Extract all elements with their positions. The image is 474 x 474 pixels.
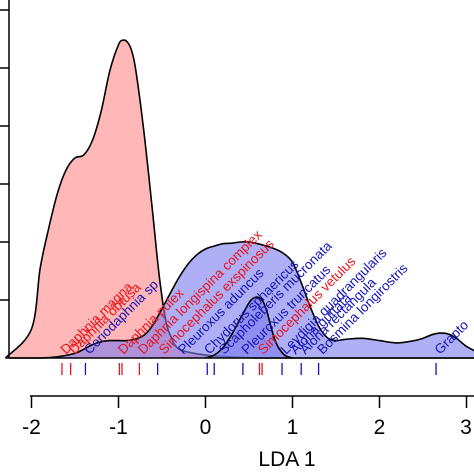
x-tick-label: -1 [109,416,128,439]
density-outline-2 [205,296,293,359]
x-tick-label: 2 [374,416,386,439]
y-axis-ticks [0,9,9,301]
rug-marks [61,363,437,375]
x-axis-ticks: -2 -1 0 1 2 3 [22,396,472,439]
x-axis-title: LDA 1 [258,448,315,471]
density-areas [4,39,474,359]
x-tick-label: -2 [22,416,41,439]
density-fill-0 [5,40,474,358]
x-tick-label: 0 [200,416,212,439]
density-fill-1 [5,241,474,358]
x-tick-label: 1 [287,416,299,439]
density-outline-1 [5,241,474,359]
x-tick-label: 3 [460,416,472,439]
